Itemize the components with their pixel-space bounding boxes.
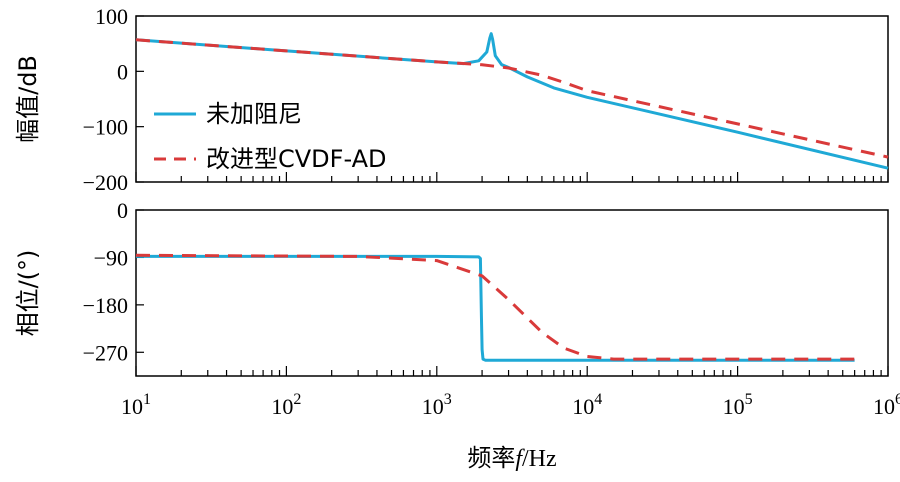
x-tick-label: 102 — [271, 391, 301, 419]
magnitude-series-improved — [135, 38, 889, 159]
magnitude-series-undamped — [135, 32, 889, 170]
frequency-axis-title-prefix: 频率 — [467, 444, 515, 472]
magnitude-y-tick-label: −100 — [83, 115, 128, 140]
phase-panel: 0 −90 −180 −270 相位/(°) — [14, 198, 889, 377]
phase-curves — [135, 253, 855, 362]
legend-label-undamped: 未加阻尼 — [206, 100, 302, 128]
magnitude-frame — [135, 15, 889, 183]
magnitude-y-tick-label: 0 — [117, 59, 128, 84]
phase-y-ticks: 0 −90 −180 −270 — [83, 198, 144, 365]
x-tick-label: 104 — [572, 391, 602, 419]
phase-y-tick-label: −90 — [94, 245, 128, 270]
phase-series-improved — [135, 253, 855, 361]
phase-y-tick-label: −270 — [83, 340, 128, 365]
magnitude-y-ticks: 100 0 −100 −200 — [83, 4, 144, 195]
x-tick-label: 105 — [723, 391, 753, 419]
phase-axis-title: 相位/(°) — [14, 250, 42, 337]
frequency-axis-title-var: f — [515, 446, 525, 472]
frequency-axis-title-unit: /Hz — [522, 446, 557, 472]
magnitude-axis-title: 幅值/dB — [14, 55, 42, 143]
frequency-x-ticks — [135, 172, 889, 376]
magnitude-curves — [135, 32, 889, 170]
frequency-axis-title: 频率f/Hz — [467, 444, 556, 472]
phase-y-tick-label: −180 — [83, 293, 128, 318]
legend: 未加阻尼 改进型CVDF-AD — [154, 100, 387, 173]
magnitude-y-tick-label: 100 — [95, 4, 128, 29]
x-tick-label: 101 — [121, 391, 151, 419]
legend-label-improved: 改进型CVDF-AD — [206, 145, 387, 173]
magnitude-y-tick-label: −200 — [83, 170, 128, 195]
phase-frame — [135, 209, 889, 377]
x-tick-label: 106 — [873, 391, 900, 419]
phase-series-undamped — [136, 254, 855, 362]
x-tick-label: 103 — [422, 391, 452, 419]
magnitude-panel: 100 0 −100 −200 幅值/dB 未加阻尼 改进型CVDF-AD — [14, 4, 889, 195]
frequency-tick-labels: 101 102 103 104 105 106 — [121, 391, 900, 419]
phase-y-tick-label: 0 — [117, 198, 128, 223]
